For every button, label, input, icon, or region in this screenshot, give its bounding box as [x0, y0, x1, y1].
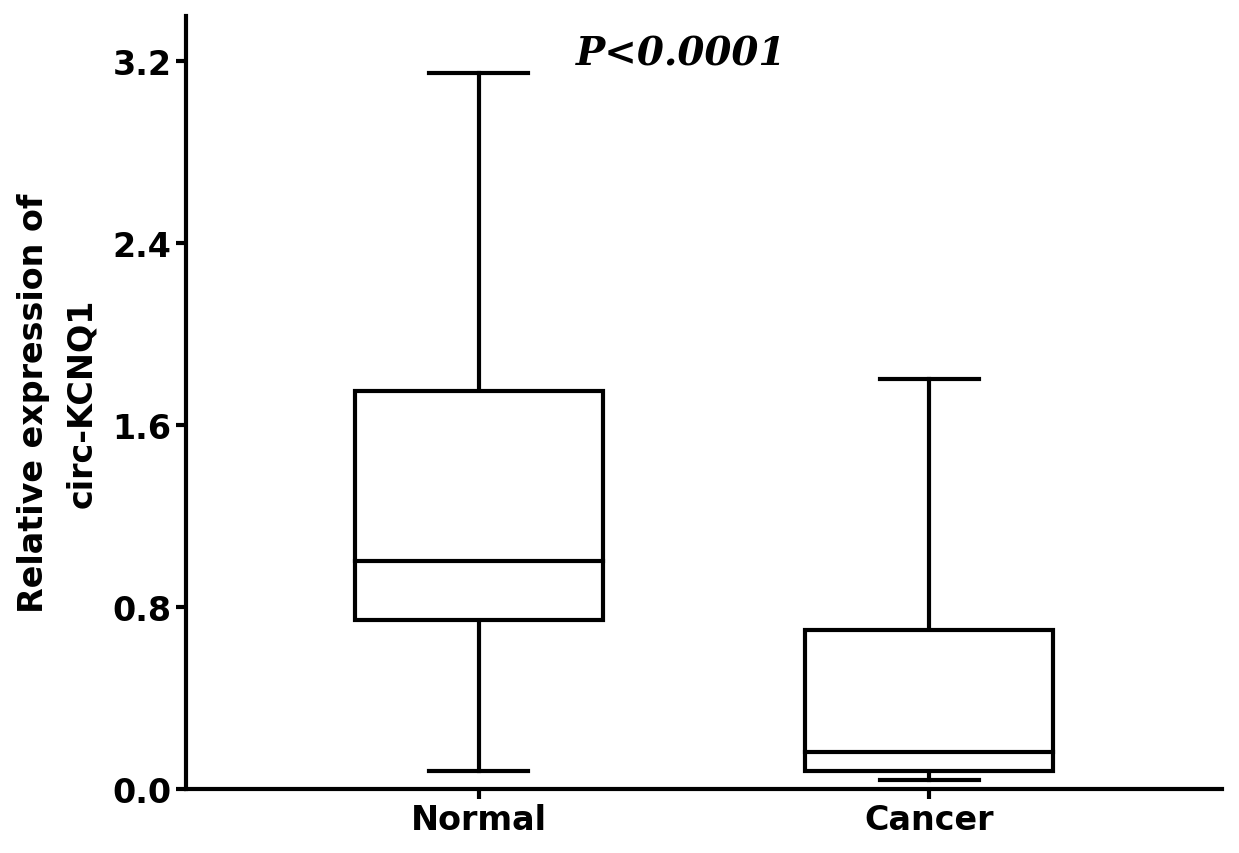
- Text: P<0.0001: P<0.0001: [576, 36, 787, 73]
- Bar: [805, 630, 1053, 770]
- Bar: [354, 392, 602, 621]
- Y-axis label: Relative expression of
circ-KCNQ1: Relative expression of circ-KCNQ1: [16, 194, 98, 612]
